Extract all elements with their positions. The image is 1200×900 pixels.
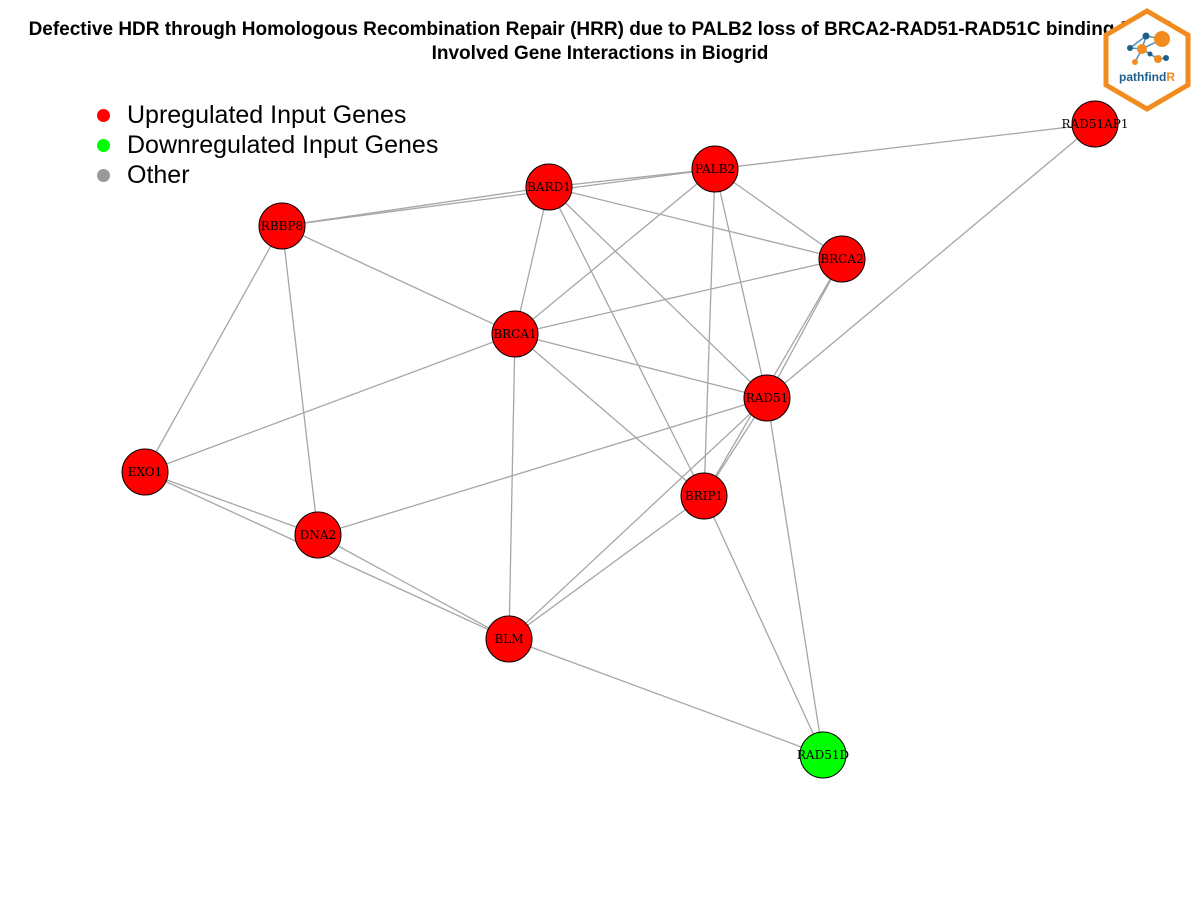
node-label-rad51d: RAD51D [797,748,849,762]
node-label-rad51ap1: RAD51AP1 [1062,117,1129,131]
edge-brca1-brip1 [514,333,705,497]
logo-wordmark-accent: R [1166,70,1175,84]
node-circle-palb2[interactable] [691,145,739,193]
logo-network-nodes [1127,31,1170,65]
legend-item-downregulated: Downregulated Input Genes [97,130,438,160]
logo-wordmark-main: pathfind [1119,70,1166,84]
legend-item-upregulated: Upregulated Input Genes [97,100,438,130]
edge-exo1-dna2 [144,471,319,536]
edge-rad51-dna2 [317,397,768,536]
node-label-brca2: BRCA2 [820,252,863,266]
edge-bard1-brca1 [514,186,550,335]
edge-rad51-rad51d [766,397,824,756]
edge-bard1-brca2 [548,186,843,260]
node-blm[interactable]: BLM [485,615,533,663]
edge-palb2-brip1 [703,168,716,497]
legend-dot-other [97,168,110,182]
chart-title: Defective HDR through Homologous Recombi… [0,18,1200,66]
edge-brca2-brca1 [514,258,843,335]
node-brip1[interactable]: BRIP1 [680,472,728,520]
edge-rad51ap1-palb2 [714,123,1096,170]
node-brca1[interactable]: BRCA1 [491,310,539,358]
node-label-dna2: DNA2 [300,528,336,542]
edge-brip1-rad51d [703,495,824,756]
node-dna2[interactable]: DNA2 [294,511,342,559]
legend-dot-downregulated [97,138,110,152]
edge-brca1-rad51 [514,333,768,399]
node-circle-brca1[interactable] [491,310,539,358]
edge-bard1-brip1 [548,186,705,497]
node-rad51[interactable]: RAD51 [743,374,791,422]
node-palb2[interactable]: PALB2 [691,145,739,193]
edge-rad51-blm [508,397,768,640]
title-line-2: Involved Gene Interactions in Biogrid [431,43,769,64]
legend-dot-upregulated [97,108,110,122]
title-line-1: Defective HDR through Homologous Recombi… [28,19,1172,40]
legend-label-upregulated: Upregulated Input Genes [127,100,407,129]
node-rad51d[interactable]: RAD51D [797,731,849,779]
node-label-rad51: RAD51 [746,391,789,405]
node-label-rbbp8: RBBP8 [261,219,303,233]
node-rad51ap1[interactable]: RAD51AP1 [1062,100,1129,148]
legend-label-downregulated: Downregulated Input Genes [127,130,439,159]
node-exo1[interactable]: EXO1 [121,448,169,496]
node-circle-dna2[interactable] [294,511,342,559]
node-circle-blm[interactable] [485,615,533,663]
node-circle-brip1[interactable] [680,472,728,520]
node-label-palb2: PALB2 [695,162,735,176]
node-rbbp8[interactable]: RBBP8 [258,202,306,250]
edge-brca2-rad51 [766,258,843,399]
edge-dna2-blm [317,534,510,640]
edge-blm-rad51d [508,638,824,756]
node-layer: RAD51AP1 PALB2 BARD1 RBBP8 BRCA2 BRCA1 RAD51 EX… [121,100,1129,779]
edge-rad51ap1-rad51 [766,123,1096,399]
edge-rbbp8-exo1 [144,225,283,473]
edge-rbbp8-brca1 [281,225,516,335]
legend-item-other: Other [97,160,438,190]
node-label-brip1: BRIP1 [685,489,723,503]
edge-brca1-exo1 [144,333,516,473]
edge-brip1-blm [508,495,705,640]
node-label-blm: BLM [494,632,523,646]
node-brca2[interactable]: BRCA2 [818,235,866,283]
edge-rbbp8-dna2 [281,225,319,536]
legend-label-other: Other [127,160,190,189]
node-label-brca1: BRCA1 [493,327,536,341]
node-circle-rad51[interactable] [743,374,791,422]
edge-brca1-blm [508,333,516,640]
logo-hexagon [1103,8,1191,112]
node-bard1[interactable]: BARD1 [525,163,573,211]
edge-bard1-rad51 [548,186,768,399]
node-label-exo1: EXO1 [128,465,163,479]
node-circle-bard1[interactable] [525,163,573,211]
pathfindr-logo: pathfindR [1103,8,1191,112]
legend: Upregulated Input Genes Downregulated In… [97,100,438,190]
node-circle-rad51d[interactable] [799,731,847,779]
edge-palb2-brca2 [714,168,843,260]
node-circle-brca2[interactable] [818,235,866,283]
node-circle-exo1[interactable] [121,448,169,496]
node-circle-rad51ap1[interactable] [1071,100,1119,148]
edge-palb2-rad51 [714,168,768,399]
node-label-bard1: BARD1 [527,180,571,194]
logo-wordmark: pathfindR [1119,70,1175,84]
edge-layer [144,123,1096,756]
edge-rbbp8-palb2 [281,168,716,227]
node-circle-rbbp8[interactable] [258,202,306,250]
